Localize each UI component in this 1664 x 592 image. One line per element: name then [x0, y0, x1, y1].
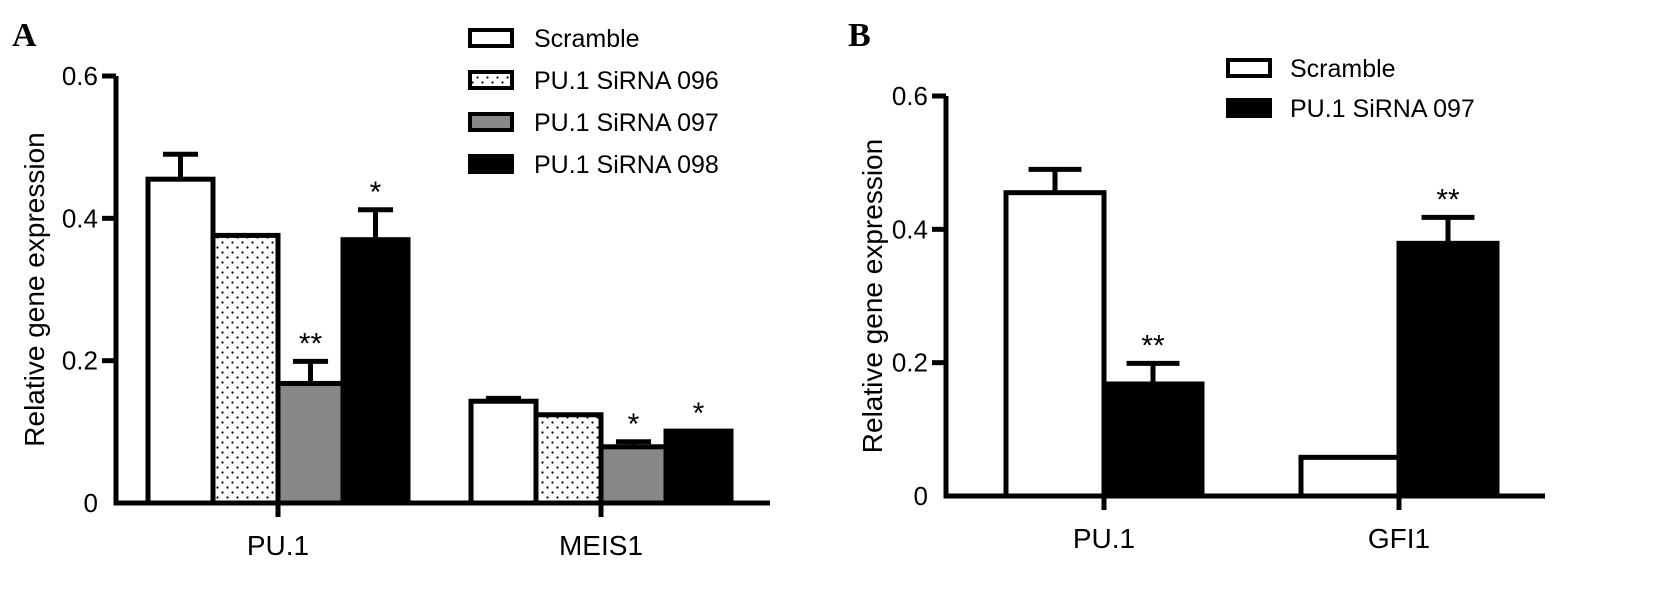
legend-swatch	[468, 112, 514, 132]
bar	[340, 237, 411, 506]
x-category-label: MEIS1	[559, 530, 643, 561]
panel-label: A	[12, 17, 37, 54]
bar	[210, 232, 281, 506]
y-axis-title: Relative gene expression	[19, 132, 50, 446]
bar	[1298, 454, 1402, 499]
legend-swatch	[1226, 98, 1272, 118]
significance-label: **	[1141, 329, 1165, 362]
legend-swatch	[468, 154, 514, 174]
bar	[468, 398, 539, 506]
y-axis-title: Relative gene expression	[857, 139, 888, 453]
bar	[275, 380, 346, 506]
y-tick-label: 0	[84, 488, 98, 518]
y-tick-label: 0.4	[892, 214, 928, 244]
legend-swatch	[468, 70, 514, 90]
legend-label: PU.1 SiRNA 097	[1290, 95, 1475, 123]
bar	[598, 444, 669, 506]
panel-label: B	[848, 17, 871, 54]
y-tick-label: 0	[914, 481, 928, 511]
x-category-label: GFI1	[1368, 523, 1430, 554]
legend-label: Scramble	[534, 25, 640, 53]
bar	[663, 428, 734, 506]
y-tick-label: 0.2	[892, 348, 928, 378]
y-tick-label: 0.6	[62, 61, 98, 91]
legend-swatch	[468, 28, 514, 48]
y-tick-label: 0.4	[62, 203, 98, 233]
significance-label: *	[628, 408, 640, 441]
legend-label: PU.1 SiRNA 098	[534, 151, 719, 179]
bar	[1396, 240, 1500, 499]
legend-label: PU.1 SiRNA 097	[534, 109, 719, 137]
bar	[1101, 381, 1205, 499]
bar	[1003, 190, 1107, 499]
bar	[145, 176, 216, 506]
legend-swatch	[1226, 58, 1272, 78]
significance-label: *	[370, 176, 382, 209]
y-tick-label: 0.2	[62, 346, 98, 376]
legend-label: Scramble	[1290, 55, 1396, 83]
significance-label: *	[693, 397, 705, 430]
significance-label: **	[299, 327, 323, 360]
legend-label: PU.1 SiRNA 096	[534, 67, 719, 95]
significance-label: **	[1436, 183, 1460, 216]
chart-panel-b: B Relative gene expression ** ** 0 0.2 0.4 0.6 P…	[848, 17, 1545, 554]
x-category-label: PU.1	[1073, 523, 1135, 554]
bar	[533, 412, 604, 506]
x-category-label: PU.1	[247, 530, 309, 561]
y-tick-label: 0.6	[892, 81, 928, 111]
